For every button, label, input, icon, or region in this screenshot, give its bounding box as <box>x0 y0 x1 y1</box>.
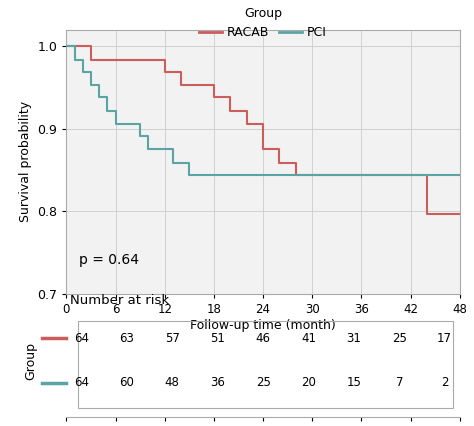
RACAB <box>88 57 94 62</box>
RACAB <box>64 44 69 49</box>
Y-axis label: Survival probability: Survival probability <box>19 101 32 222</box>
Text: p = 0.64: p = 0.64 <box>79 253 139 267</box>
RACAB <box>277 160 283 165</box>
Text: 46: 46 <box>255 332 271 345</box>
Text: Number at risk: Number at risk <box>70 294 169 307</box>
PCI <box>72 44 77 49</box>
RACAB <box>228 95 233 100</box>
RACAB <box>310 173 315 178</box>
Text: 7: 7 <box>395 376 403 389</box>
Text: 31: 31 <box>346 332 361 345</box>
PCI <box>137 134 143 139</box>
PCI <box>80 57 86 62</box>
RACAB <box>88 44 94 49</box>
Text: 2: 2 <box>441 376 448 389</box>
Line: RACAB: RACAB <box>66 46 460 214</box>
PCI <box>72 57 77 62</box>
RACAB <box>293 173 299 178</box>
Text: 60: 60 <box>119 376 134 389</box>
RACAB <box>211 95 217 100</box>
Line: PCI: PCI <box>66 46 460 175</box>
RACAB <box>162 57 167 62</box>
PCI <box>170 147 176 152</box>
PCI <box>260 173 266 178</box>
PCI <box>88 69 94 75</box>
Text: 64: 64 <box>74 376 89 389</box>
RACAB <box>457 211 463 216</box>
RACAB <box>211 83 217 88</box>
PCI <box>146 134 151 139</box>
Text: 51: 51 <box>210 332 225 345</box>
PCI <box>170 160 176 165</box>
PCI <box>186 173 192 178</box>
PCI <box>96 83 102 88</box>
Text: 63: 63 <box>119 332 134 345</box>
Text: 41: 41 <box>301 332 316 345</box>
RACAB <box>260 147 266 152</box>
Text: 20: 20 <box>301 376 316 389</box>
Text: 25: 25 <box>392 332 407 345</box>
Text: 57: 57 <box>165 332 180 345</box>
PCI <box>457 173 463 178</box>
RACAB <box>228 108 233 113</box>
RACAB <box>260 121 266 127</box>
PCI <box>113 108 118 113</box>
Text: 64: 64 <box>74 332 89 345</box>
PCI <box>104 108 110 113</box>
Legend: RACAB, PCI: RACAB, PCI <box>200 7 327 39</box>
PCI <box>137 121 143 127</box>
PCI <box>203 173 209 178</box>
RACAB <box>244 121 249 127</box>
RACAB <box>277 147 283 152</box>
PCI <box>186 160 192 165</box>
Text: 15: 15 <box>346 376 361 389</box>
RACAB <box>424 173 430 178</box>
X-axis label: Follow-up time (month): Follow-up time (month) <box>190 319 336 331</box>
PCI <box>104 95 110 100</box>
PCI <box>146 147 151 152</box>
PCI <box>96 95 102 100</box>
RACAB <box>310 173 315 178</box>
Text: 36: 36 <box>210 376 225 389</box>
RACAB <box>424 211 430 216</box>
PCI <box>64 44 69 49</box>
PCI <box>80 69 86 75</box>
RACAB <box>162 69 167 75</box>
Text: Group: Group <box>25 342 37 380</box>
RACAB <box>293 160 299 165</box>
Text: 25: 25 <box>255 376 271 389</box>
RACAB <box>178 69 184 75</box>
Text: 48: 48 <box>165 376 180 389</box>
PCI <box>203 173 209 178</box>
Text: 17: 17 <box>437 332 452 345</box>
PCI <box>260 173 266 178</box>
PCI <box>113 121 118 127</box>
RACAB <box>178 83 184 88</box>
RACAB <box>244 108 249 113</box>
PCI <box>88 83 94 88</box>
